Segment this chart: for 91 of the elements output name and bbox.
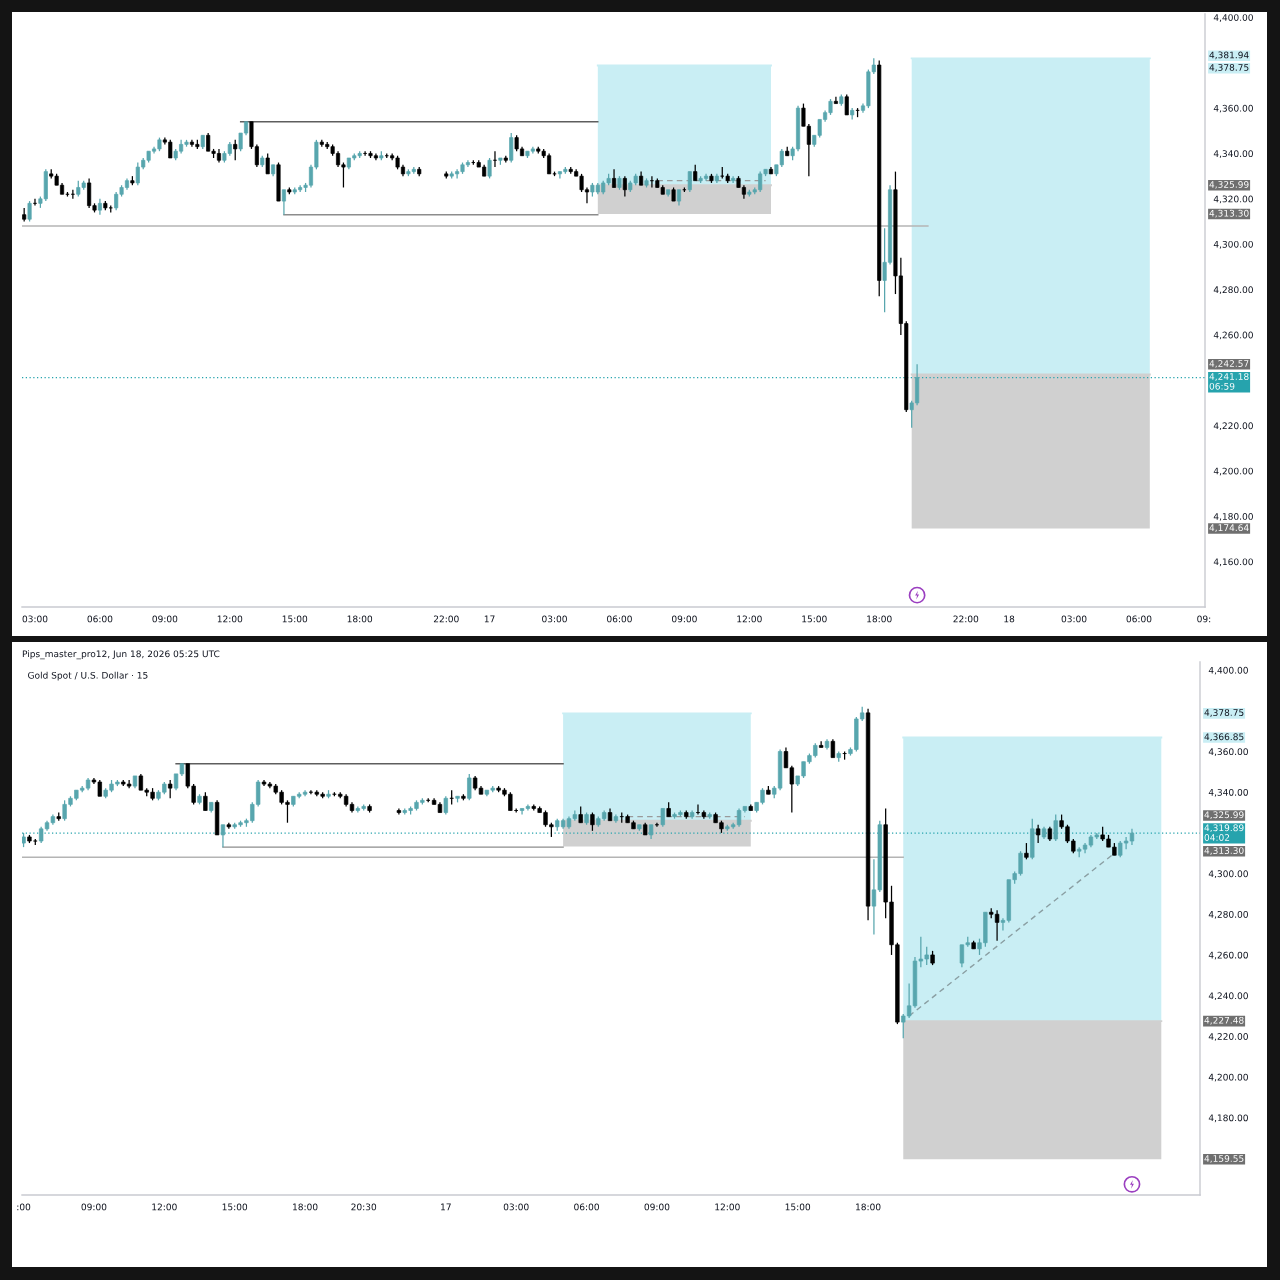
y-tick-label: 4,320.00 [1213,195,1253,204]
x-tick-label: 18:00 [347,615,373,623]
y-tick-label: 4,180.00 [1213,513,1253,521]
candlestick [233,139,238,161]
y-tick-label: 4,160.00 [1213,558,1253,567]
y-tick-label: 4,220.00 [1208,1033,1248,1041]
y-tick-label: 4,200.00 [1208,1073,1248,1082]
candlestick [396,807,402,816]
x-tick-label: 18:00 [867,615,892,623]
candlestick [443,795,448,816]
x-tick-label: 15:00 [802,615,827,623]
x-tick-label: 12:00 [152,1203,177,1211]
text: 4,366.85 [1204,733,1244,742]
x-tick-label: 15:00 [222,1203,248,1211]
candlestick [1053,813,1058,842]
text: 4,378.75 [1209,64,1249,72]
candlestick [220,824,226,848]
y-tick-label: 4,280.00 [1208,910,1248,919]
text: 4,378.75 [1204,709,1244,717]
y-tick-label: 4,300.00 [1213,240,1253,249]
y-tick-label: 4,240.00 [1208,992,1248,1001]
candlestick [487,157,492,180]
x-tick-label: 03:00 [1061,615,1087,623]
text: 4,242.57 [1209,360,1249,368]
x-tick-label: 12:00 [737,615,762,623]
y-tick-label: 4,200.00 [1213,467,1253,476]
y-tick-label: 4,260.00 [1208,951,1248,960]
x-tick-label: 03:00 [542,615,567,623]
candlestick [590,811,595,832]
y-tick-label: 4,360.00 [1213,104,1253,113]
x-tick-label: 06:00 [607,615,632,623]
x-tick-label: 06:00 [87,615,113,623]
x-tick-label: 03:00 [503,1203,529,1211]
x-tick-label: 12:00 [715,1203,740,1211]
x-tick-label: 18:00 [856,1203,881,1211]
y-tick-label: 4,260.00 [1213,331,1253,340]
ref-line-label: 4,241.18 06:59 [1209,373,1249,390]
x-tick-label: 09:00 [671,615,697,623]
y-tick-label: 4,400.00 [1213,14,1253,22]
x-tick-label: 17 [484,615,495,623]
y-tick-label: 4,180.00 [1208,1114,1248,1123]
x-tick-label: 06:00 [574,1203,599,1211]
candlestick [467,773,472,801]
candlestick [844,93,849,116]
candlestick [612,168,617,189]
text: 4,325.99 [1204,811,1244,820]
candlestick [168,779,173,799]
text: 4,313.30 [1204,847,1244,855]
x-tick-label: 18:00 [293,1203,318,1211]
x-tick-label: 22:00 [433,615,459,623]
y-tick-label: 4,400.00 [1208,666,1248,675]
x-tick-label: 15:00 [282,615,308,623]
candlestick [27,200,32,223]
candlestick [203,791,208,812]
candlestick [830,738,836,759]
x-tick-label: 09: [1197,615,1211,623]
y-tick-label: 4,280.00 [1213,286,1253,294]
chart-subtitle: Pips_master_pro12, Jun 18, 2026 05:25 UTC [22,650,220,660]
x-tick-label: 09:00 [81,1203,107,1211]
candlestick [687,170,692,193]
candlestick [622,175,627,198]
candlestick [281,189,286,216]
text: Gold Spot / U.S. Dollar · 15 [28,671,148,681]
candlestick [509,132,514,164]
x-tick-label: 18 [1004,615,1015,623]
x-tick-label: 03:00 [22,615,48,623]
text: 4,381.94 [1209,51,1249,60]
candlestick [660,807,665,828]
x-tick-label: 15:00 [785,1203,811,1211]
candlestick [818,740,824,749]
x-tick-label: 22:00 [953,615,979,623]
y-tick-label: 4,360.00 [1208,748,1248,756]
x-tick-label: 20:30 [351,1203,377,1211]
y-tick-label: 4,340.00 [1213,150,1253,158]
x-tick-label: 06:00 [1126,615,1152,623]
x-tick-label: 12:00 [217,615,243,623]
y-tick-label: 4,220.00 [1213,422,1253,431]
text: 4,227.48 [1204,1016,1244,1025]
candlestick [1035,824,1041,844]
text: 4,313.30 [1209,209,1249,218]
text: 4,325.99 [1209,181,1249,189]
x-tick-label: 09:00 [152,615,178,623]
candlestick [265,152,270,175]
ref-line-label: 4,319.89 04:02 [1204,824,1244,841]
y-tick-label: 4,300.00 [1208,870,1248,879]
x-tick-label: 17 [441,1203,451,1211]
text: 4,159.55 [1204,1155,1244,1163]
text: 4,174.64 [1209,524,1249,532]
x-tick-label: 09:00 [644,1203,670,1211]
y-tick-label: 4,340.00 [1208,788,1248,797]
x-tick-label: :00 [17,1203,31,1211]
